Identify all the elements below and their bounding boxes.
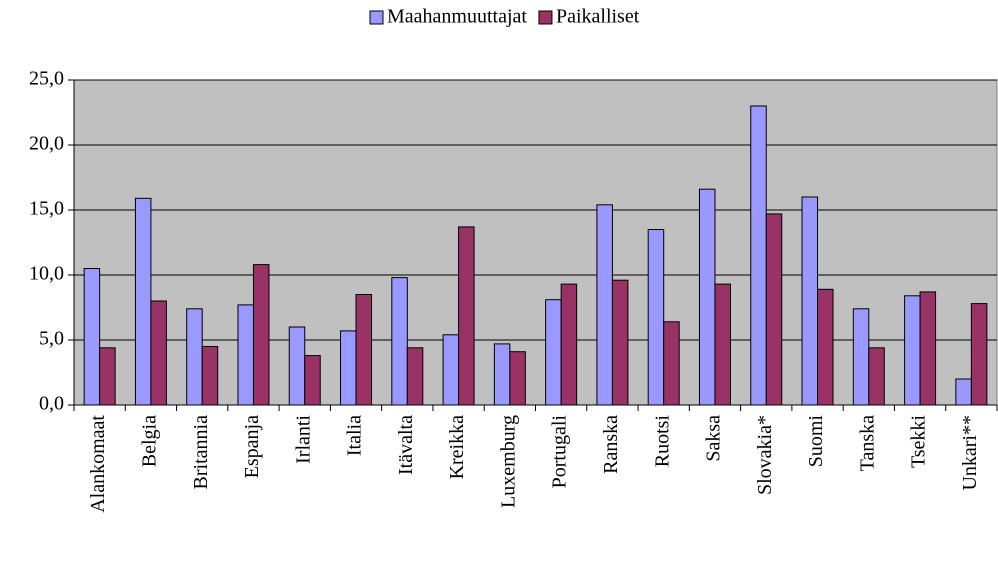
- x-tick-label: Italia: [344, 415, 366, 456]
- x-tick-label: Itävalta: [395, 415, 417, 475]
- bar: [134, 197, 152, 406]
- bar: [99, 347, 116, 406]
- x-tick-label: Kreikka: [446, 415, 468, 480]
- x-tick-label: Ruotsi: [651, 415, 673, 468]
- bar: [545, 299, 562, 406]
- x-tick-label: Suomi: [805, 415, 827, 468]
- x-tick-label: Slovakia*: [754, 415, 776, 495]
- bar: [852, 308, 870, 406]
- x-tick-label: Tanska: [856, 415, 878, 471]
- bar: [955, 378, 972, 406]
- bar: [340, 330, 357, 406]
- bar: [647, 229, 665, 406]
- legend-label: Paikalliset: [556, 6, 640, 28]
- x-tick-label: Luxemburg: [497, 415, 519, 508]
- bar: [904, 295, 921, 406]
- y-tick-label: 0,0: [39, 393, 64, 415]
- bar: [801, 196, 819, 406]
- bar: [83, 268, 101, 406]
- x-tick-label: Alankomaat: [87, 415, 109, 513]
- bar: [919, 291, 937, 406]
- bar: [355, 294, 373, 406]
- bar: [406, 347, 424, 406]
- x-tick-label: Portugali: [549, 415, 571, 489]
- bar: [970, 303, 988, 406]
- bar: [493, 343, 511, 406]
- bar: [237, 304, 254, 406]
- bar: [252, 264, 270, 406]
- bar: [458, 226, 475, 406]
- x-tick-label: Tsekki: [908, 415, 930, 468]
- bar: [509, 351, 526, 406]
- y-tick-label: 10,0: [29, 263, 64, 285]
- y-tick-label: 5,0: [39, 328, 64, 350]
- bar: [750, 105, 767, 406]
- bar: [288, 326, 306, 406]
- bar: [442, 334, 460, 406]
- bar: [201, 346, 219, 406]
- x-tick-label: Britannia: [190, 415, 212, 490]
- x-tick-label: Irlanti: [292, 415, 314, 464]
- bar: [663, 321, 680, 406]
- legend-swatch: [538, 10, 553, 25]
- y-tick-label: 15,0: [29, 198, 64, 220]
- x-tick-label: Unkari**: [959, 415, 981, 491]
- legend-label: Maahanmuuttajat: [387, 6, 527, 28]
- bar: [596, 204, 613, 406]
- legend-swatch: [369, 10, 384, 25]
- bar: [304, 355, 321, 406]
- bar: [186, 308, 203, 406]
- bar: [868, 347, 885, 406]
- bar: [150, 300, 167, 406]
- y-tick-label: 20,0: [29, 133, 64, 155]
- bar: [391, 277, 408, 406]
- plot-area: [73, 79, 998, 406]
- bar: [560, 283, 578, 406]
- bar: [698, 188, 716, 406]
- x-tick-label: Saksa: [703, 415, 725, 462]
- x-tick-label: Belgia: [139, 415, 161, 467]
- bar: [765, 213, 783, 406]
- x-tick-label: Espanja: [241, 415, 263, 478]
- bar: [817, 288, 834, 406]
- bar: [611, 279, 629, 406]
- bar: [714, 283, 731, 406]
- x-tick-label: Ranska: [600, 415, 622, 474]
- y-tick-label: 25,0: [29, 68, 64, 90]
